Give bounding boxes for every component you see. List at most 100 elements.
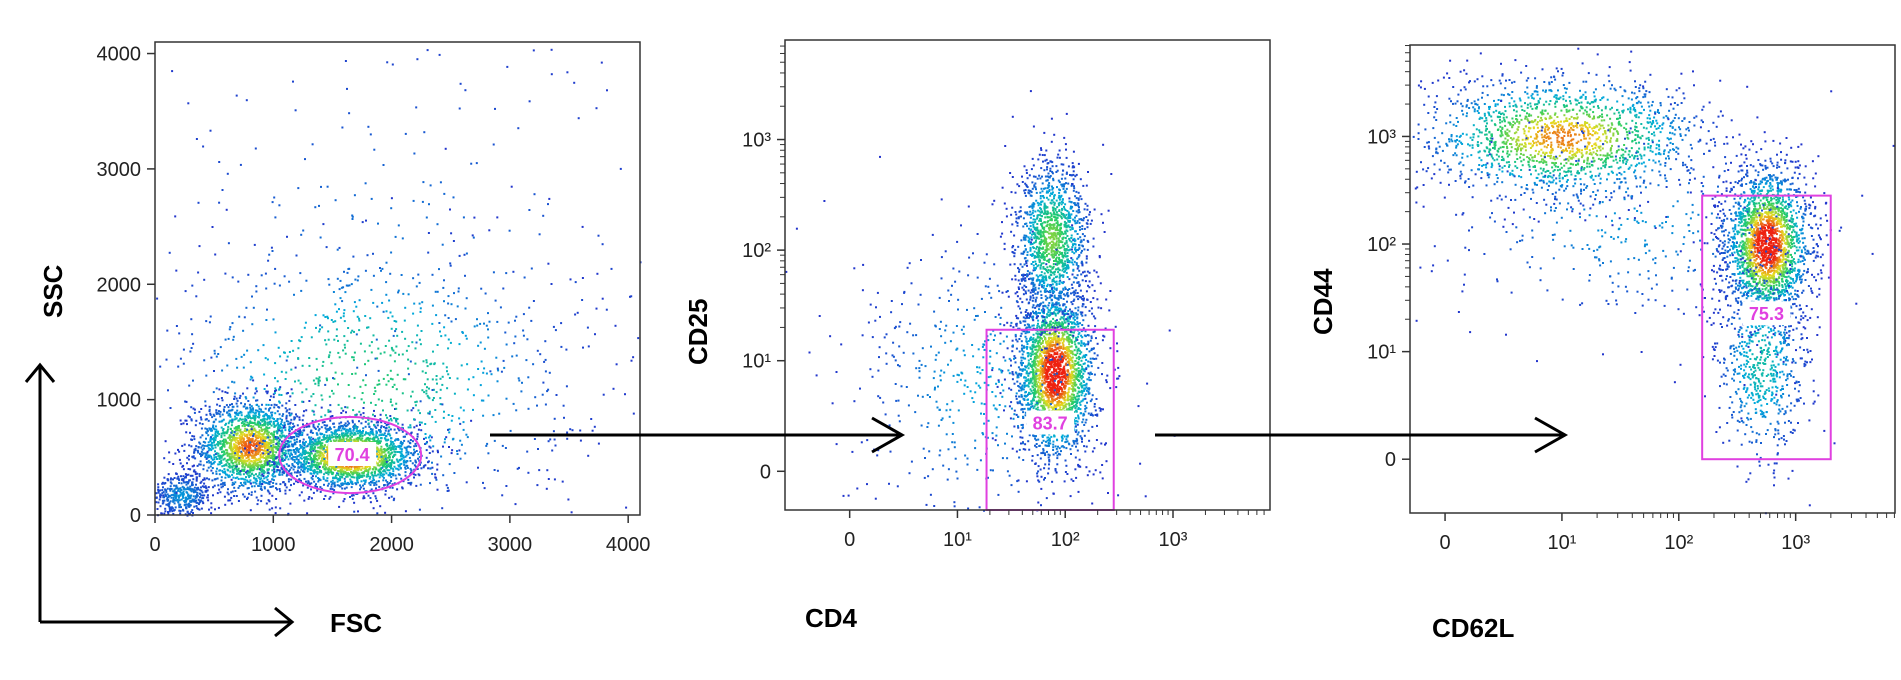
data-point bbox=[377, 448, 380, 451]
data-point bbox=[312, 447, 315, 450]
data-point bbox=[274, 445, 277, 448]
data-point bbox=[262, 415, 265, 418]
data-point bbox=[231, 403, 233, 406]
data-point bbox=[306, 512, 309, 515]
data-point bbox=[392, 474, 395, 477]
data-point bbox=[252, 408, 255, 411]
data-point bbox=[350, 468, 353, 471]
data-point bbox=[324, 450, 327, 453]
data-point bbox=[251, 485, 253, 488]
data-point bbox=[386, 466, 388, 469]
data-point bbox=[220, 455, 223, 458]
data-point bbox=[168, 451, 171, 454]
data-point bbox=[207, 466, 210, 469]
data-point bbox=[397, 427, 400, 430]
data-point bbox=[434, 476, 437, 479]
data-point bbox=[319, 486, 322, 489]
data-point bbox=[188, 502, 191, 505]
data-point bbox=[278, 406, 281, 409]
data-point bbox=[420, 467, 423, 470]
data-point bbox=[414, 347, 417, 350]
data-point bbox=[303, 429, 306, 432]
data-point bbox=[385, 426, 388, 429]
data-point bbox=[265, 426, 268, 429]
data-point bbox=[401, 430, 404, 433]
data-point bbox=[258, 445, 261, 448]
data-point bbox=[406, 409, 409, 412]
data-point bbox=[265, 403, 268, 406]
data-point bbox=[526, 338, 529, 341]
data-point bbox=[483, 347, 486, 350]
data-point bbox=[355, 468, 357, 470]
data-point bbox=[250, 465, 253, 468]
data-point bbox=[194, 447, 197, 450]
data-point bbox=[235, 463, 238, 466]
data-point bbox=[324, 316, 327, 318]
data-point bbox=[338, 356, 341, 359]
data-point bbox=[237, 429, 240, 432]
data-point bbox=[184, 496, 187, 499]
data-point bbox=[495, 356, 498, 359]
data-point bbox=[395, 467, 398, 470]
data-point bbox=[205, 374, 208, 377]
data-point bbox=[252, 396, 255, 399]
data-point bbox=[318, 436, 321, 439]
data-point bbox=[306, 433, 309, 436]
data-point bbox=[184, 290, 187, 293]
data-point bbox=[246, 498, 248, 500]
data-point bbox=[247, 455, 250, 458]
data-point bbox=[266, 489, 269, 492]
data-point bbox=[186, 423, 188, 426]
data-point bbox=[245, 397, 248, 400]
data-point bbox=[229, 499, 232, 502]
data-point bbox=[229, 419, 232, 422]
data-point bbox=[212, 391, 215, 394]
data-point bbox=[188, 479, 191, 482]
data-point bbox=[235, 441, 238, 444]
data-point bbox=[326, 429, 329, 432]
data-point bbox=[290, 388, 293, 391]
data-point bbox=[382, 460, 385, 462]
data-point bbox=[301, 470, 304, 473]
data-point bbox=[347, 327, 350, 329]
data-point bbox=[281, 451, 284, 454]
data-point bbox=[327, 438, 330, 441]
data-point bbox=[370, 401, 372, 404]
data-point bbox=[354, 471, 357, 474]
data-point bbox=[403, 439, 406, 442]
data-point bbox=[279, 507, 282, 510]
data-point bbox=[472, 394, 475, 397]
data-point bbox=[418, 281, 421, 284]
data-point bbox=[273, 282, 276, 285]
data-point bbox=[234, 490, 237, 492]
data-point bbox=[369, 428, 372, 430]
data-point bbox=[293, 432, 296, 435]
data-point bbox=[563, 416, 565, 419]
data-point bbox=[247, 471, 250, 474]
data-point bbox=[378, 453, 380, 456]
data-point bbox=[309, 472, 312, 475]
data-point bbox=[233, 395, 236, 398]
data-point bbox=[248, 451, 250, 454]
data-point bbox=[426, 386, 428, 389]
data-point bbox=[351, 432, 354, 435]
data-point bbox=[303, 458, 306, 461]
data-point bbox=[179, 419, 182, 422]
data-point bbox=[326, 454, 329, 457]
data-point bbox=[246, 460, 249, 463]
data-point bbox=[254, 415, 256, 418]
data-point bbox=[272, 441, 275, 444]
data-point bbox=[253, 434, 256, 437]
data-point bbox=[527, 376, 530, 379]
data-point bbox=[188, 416, 191, 419]
data-point bbox=[271, 453, 274, 456]
data-point bbox=[264, 420, 266, 423]
data-point bbox=[230, 461, 233, 464]
data-point bbox=[247, 447, 250, 450]
data-point bbox=[269, 395, 272, 398]
data-point bbox=[223, 457, 226, 460]
data-point bbox=[485, 444, 488, 447]
data-point bbox=[209, 315, 212, 318]
data-point bbox=[240, 402, 243, 405]
data-point bbox=[202, 497, 205, 500]
